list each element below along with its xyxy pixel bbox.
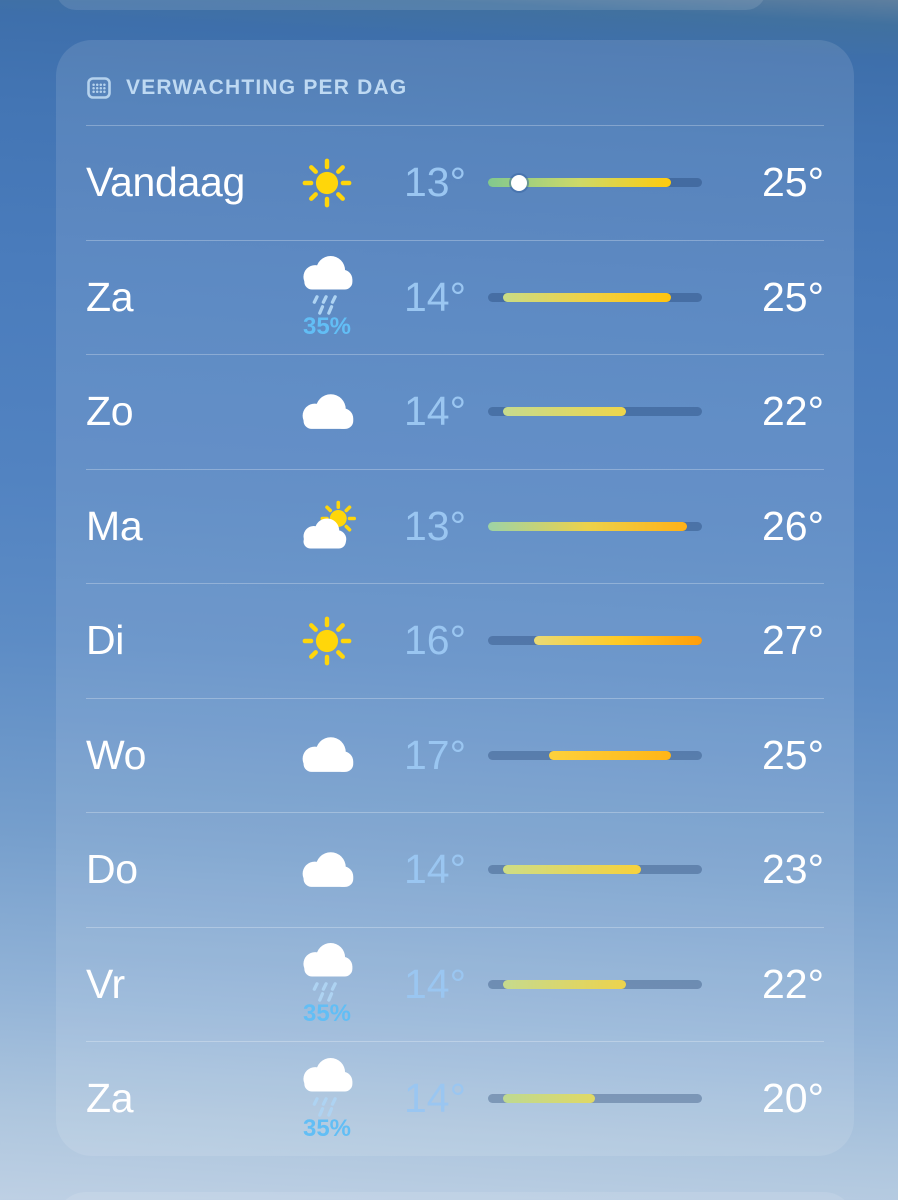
temp-range-fill: [549, 750, 672, 760]
precip-label: 35%: [302, 1000, 352, 1028]
daily-forecast-card[interactable]: VERWACHTING PER DAG Vandaag 13° 25° Za: [56, 40, 854, 1156]
day-label: Vandaag: [86, 159, 246, 206]
forecast-row[interactable]: Za 35% 14° 25°: [86, 239, 824, 355]
temp-range-bar: [488, 174, 702, 191]
forecast-row[interactable]: Zo 14° 22°: [86, 354, 824, 469]
high-temp: 22°: [761, 388, 824, 435]
high-temp: 22°: [761, 960, 824, 1007]
forecast-rows: Vandaag 13° 25° Za: [86, 125, 824, 1156]
temp-range-bar: [488, 636, 702, 646]
cloud-rain-icon: [298, 255, 356, 315]
high-temp: 26°: [761, 502, 824, 549]
condition-cell: [272, 393, 382, 431]
cloud-rain-icon: [298, 942, 356, 1002]
high-temp: 23°: [761, 846, 824, 893]
low-temp: 17°: [403, 731, 466, 778]
high-temp: 25°: [761, 273, 824, 320]
cloud-sun-icon: [296, 498, 358, 554]
low-temp: 14°: [403, 1075, 466, 1122]
sun-icon: [300, 614, 354, 668]
forecast-row[interactable]: Za 35% 14° 20°: [86, 1041, 824, 1156]
temp-range-track: [488, 750, 702, 760]
day-label: Za: [86, 273, 134, 320]
temp-range-bar: [488, 979, 702, 989]
temp-range-track: [488, 1094, 702, 1104]
temp-range-track: [488, 521, 702, 531]
condition-cell: [272, 851, 382, 889]
temp-range-track: [488, 636, 702, 646]
forecast-row[interactable]: Vr 35% 14° 22°: [86, 926, 824, 1042]
forecast-row[interactable]: Di 16° 27°: [86, 583, 824, 698]
forecast-row[interactable]: Ma 13° 26°: [86, 468, 824, 584]
high-temp: 27°: [761, 617, 824, 664]
low-temp: 14°: [403, 388, 466, 435]
low-temp: 16°: [403, 617, 466, 664]
day-label: Ma: [86, 502, 143, 549]
temp-range-track: [488, 174, 702, 191]
high-temp: 25°: [761, 159, 824, 206]
section-title: VERWACHTING PER DAG: [126, 75, 408, 99]
temp-range-bar: [488, 407, 702, 417]
temp-range-bar: [488, 1094, 702, 1104]
cloud-icon: [297, 736, 357, 774]
condition-cell: 35%: [272, 1057, 382, 1141]
temp-range-bar: [488, 292, 702, 302]
day-label: Za: [86, 1075, 134, 1122]
condition-cell: [272, 498, 382, 554]
temp-range-track: [488, 865, 702, 875]
forecast-row[interactable]: Wo 17° 25°: [86, 697, 824, 813]
condition-cell: 35%: [272, 255, 382, 339]
temp-range-fill: [503, 407, 626, 417]
day-label: Wo: [86, 731, 147, 778]
current-temp-dot: [510, 174, 527, 191]
temp-range-fill: [488, 521, 687, 531]
cloud-icon: [297, 393, 357, 431]
cloud-icon: [297, 851, 357, 889]
condition-cell: 35%: [272, 942, 382, 1026]
high-temp: 25°: [761, 731, 824, 778]
low-temp: 14°: [403, 273, 466, 320]
forecast-row[interactable]: Vandaag 13° 25°: [86, 125, 824, 240]
day-label: Zo: [86, 388, 134, 435]
condition-cell: [272, 614, 382, 668]
temp-range-fill: [533, 636, 702, 646]
temp-range-fill: [503, 865, 641, 875]
condition-cell: [272, 156, 382, 210]
temp-range-fill: [503, 292, 672, 302]
high-temp: 20°: [761, 1075, 824, 1122]
next-card-fragment: [56, 1192, 854, 1200]
day-label: Do: [86, 846, 138, 893]
temp-range-track: [488, 292, 702, 302]
day-label: Di: [86, 617, 125, 664]
temp-range-fill: [488, 178, 672, 188]
temp-range-fill: [503, 979, 626, 989]
low-temp: 13°: [403, 502, 466, 549]
temp-range-track: [488, 407, 702, 417]
temp-range-bar: [488, 521, 702, 531]
condition-cell: [272, 736, 382, 774]
temp-range-bar: [488, 750, 702, 760]
precip-label: 35%: [302, 313, 352, 341]
precip-label: 35%: [302, 1114, 352, 1142]
temp-range-fill: [503, 1094, 595, 1104]
temp-range-bar: [488, 865, 702, 875]
sun-icon: [300, 156, 354, 210]
section-header: VERWACHTING PER DAG: [56, 40, 854, 125]
forecast-row[interactable]: Do 14° 23°: [86, 812, 824, 927]
calendar-icon: [85, 74, 113, 102]
previous-card-fragment: [56, 0, 766, 10]
cloud-rain-icon: [298, 1057, 356, 1117]
temp-range-track: [488, 979, 702, 989]
low-temp: 14°: [403, 960, 466, 1007]
low-temp: 13°: [403, 159, 466, 206]
day-label: Vr: [86, 960, 125, 1007]
low-temp: 14°: [403, 846, 466, 893]
